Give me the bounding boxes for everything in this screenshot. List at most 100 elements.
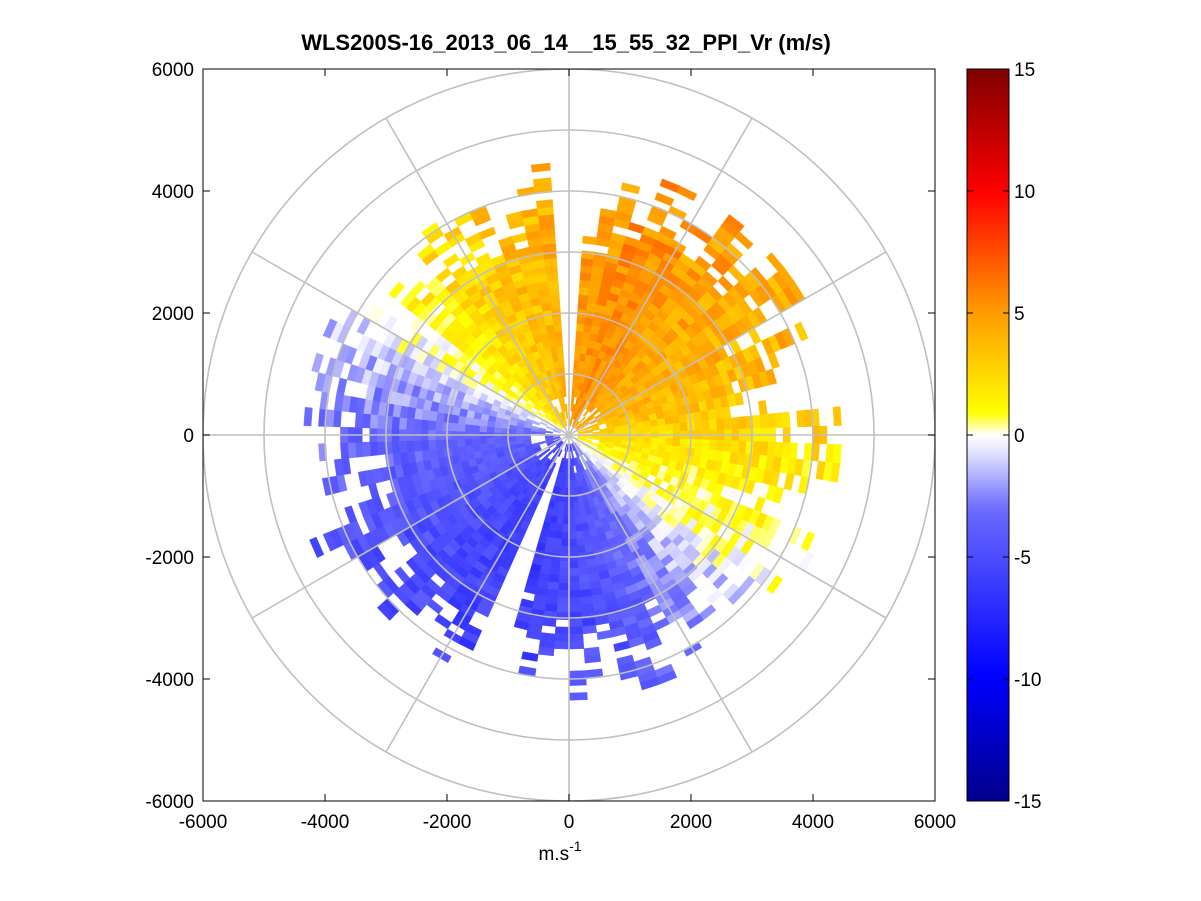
heatmap-cell	[465, 444, 474, 454]
azimuth-spoke	[251, 434, 570, 619]
heatmap-cell	[576, 323, 585, 332]
heatmap-cell	[737, 554, 753, 572]
heatmap-cell	[643, 437, 652, 444]
heatmap-cell	[405, 440, 415, 453]
x-axis-label-text: m.s	[538, 844, 569, 865]
azimuth-spoke	[568, 251, 887, 436]
y-axis: 6000 4000 2000 0 -2000 -4000 -6000	[145, 60, 935, 813]
polar-grid	[203, 69, 935, 801]
heatmap-cell	[716, 439, 725, 452]
heatmap-cell	[752, 441, 762, 456]
heatmap-cell	[759, 441, 769, 457]
heatmap-cell	[679, 422, 689, 432]
heatmap-cell	[568, 538, 578, 547]
heatmap-cell	[578, 567, 589, 576]
heatmap-cell	[639, 677, 661, 691]
heatmap-cell	[584, 654, 602, 664]
heatmap-cell	[730, 440, 740, 454]
y-tick-label: -2000	[145, 548, 194, 569]
heatmap-cell	[781, 411, 791, 428]
heatmap-cell	[665, 438, 674, 447]
heatmap-cell	[636, 437, 645, 444]
heatmap-cell	[486, 426, 495, 433]
heatmap-cell	[557, 352, 565, 361]
heatmap-cell	[803, 409, 813, 428]
heatmap-cell	[493, 426, 502, 433]
heatmap-cell	[568, 568, 580, 577]
colorbar	[966, 68, 1010, 802]
heatmap-cell	[357, 470, 369, 488]
heatmap-cell	[679, 438, 689, 448]
heatmap-cell	[556, 345, 564, 354]
heatmap-cell	[521, 651, 539, 662]
heatmap-cell	[413, 439, 422, 452]
heatmap-cell	[649, 419, 659, 427]
heatmap-cell	[599, 430, 608, 435]
heatmap-cell	[620, 182, 641, 195]
heatmap-cell	[347, 442, 357, 459]
heatmap-cell	[362, 413, 371, 429]
heatmap-cell	[613, 640, 631, 652]
heatmap-cell	[644, 637, 663, 651]
heatmap-cell	[457, 445, 467, 455]
heatmap-cell	[475, 252, 492, 266]
colorbar-tick-label: 5	[1014, 304, 1025, 325]
heatmap-cell	[464, 438, 473, 447]
heatmap-cell	[733, 391, 745, 406]
heatmap-cell	[724, 214, 745, 232]
heatmap-cell	[435, 420, 444, 431]
heatmap-cell	[579, 416, 586, 424]
heatmap-cell	[788, 442, 798, 460]
heatmap-cell	[391, 440, 400, 454]
heatmap-cell	[523, 584, 537, 595]
x-tick-label: -2000	[423, 812, 472, 833]
heatmap-cell	[832, 406, 842, 426]
heatmap-cell	[678, 414, 688, 424]
heatmap-cell	[376, 414, 386, 429]
x-tick-label: -6000	[179, 812, 228, 833]
heatmap-cell	[303, 407, 313, 427]
heatmap-cell	[650, 425, 659, 433]
azimuth-spoke	[568, 434, 753, 753]
heatmap-cell	[738, 416, 747, 430]
heatmap-cell	[555, 440, 563, 447]
heatmap-cell	[614, 429, 623, 434]
heatmap-cell	[478, 226, 497, 240]
heatmap-cell	[494, 441, 503, 449]
heatmap-cell	[471, 424, 481, 433]
heatmap-cell	[553, 641, 570, 650]
heatmap-cell	[450, 446, 460, 456]
heatmap-cell	[575, 337, 583, 347]
x-axis-label: m.s-1	[538, 838, 581, 865]
heatmap-cell	[568, 692, 588, 701]
heatmap-cell	[650, 437, 659, 445]
heatmap-cell	[568, 626, 584, 635]
colorbar-tick-label: -5	[1014, 548, 1031, 569]
heatmap-cell	[554, 530, 563, 540]
heatmap-cell	[398, 416, 408, 430]
heatmap-cell	[576, 538, 585, 547]
heatmap-cell	[579, 581, 591, 591]
heatmap-cell	[434, 613, 452, 630]
heatmap-cell	[550, 301, 561, 311]
y-tick-label: -6000	[145, 792, 194, 813]
heatmap-cell	[552, 316, 562, 325]
x-tick-label: 4000	[792, 812, 834, 833]
heatmap-cell	[783, 473, 795, 491]
heatmap-cell	[333, 458, 344, 477]
y-tick-label: 2000	[152, 304, 194, 325]
heatmap-cell	[552, 545, 562, 554]
heatmap-cell	[577, 559, 588, 569]
heatmap-cell	[568, 546, 578, 555]
heatmap-cell	[420, 439, 430, 451]
heatmap-cell	[550, 345, 558, 355]
heatmap-cell	[560, 546, 570, 555]
heatmap-cell	[830, 462, 841, 483]
heatmap-cell	[635, 421, 644, 429]
azimuth-spoke	[385, 117, 570, 436]
heatmap-cell	[738, 440, 747, 454]
heatmap-cell	[450, 414, 460, 424]
heatmap-cell	[532, 177, 552, 187]
heatmap-cell	[354, 412, 364, 429]
heatmap-cell	[493, 437, 502, 444]
